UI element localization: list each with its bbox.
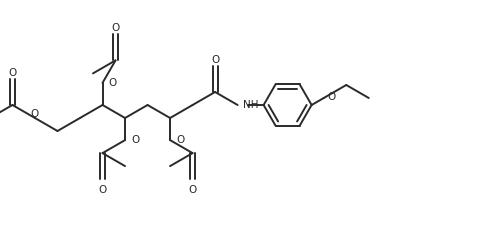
Text: O: O <box>8 68 17 78</box>
Text: O: O <box>111 23 120 33</box>
Text: O: O <box>98 185 107 195</box>
Text: O: O <box>109 78 117 88</box>
Text: O: O <box>176 135 184 145</box>
Text: NH: NH <box>243 100 258 110</box>
Text: O: O <box>188 185 197 195</box>
Text: O: O <box>131 135 139 145</box>
Text: O: O <box>328 92 336 102</box>
Text: O: O <box>31 109 39 119</box>
Text: O: O <box>211 55 219 65</box>
